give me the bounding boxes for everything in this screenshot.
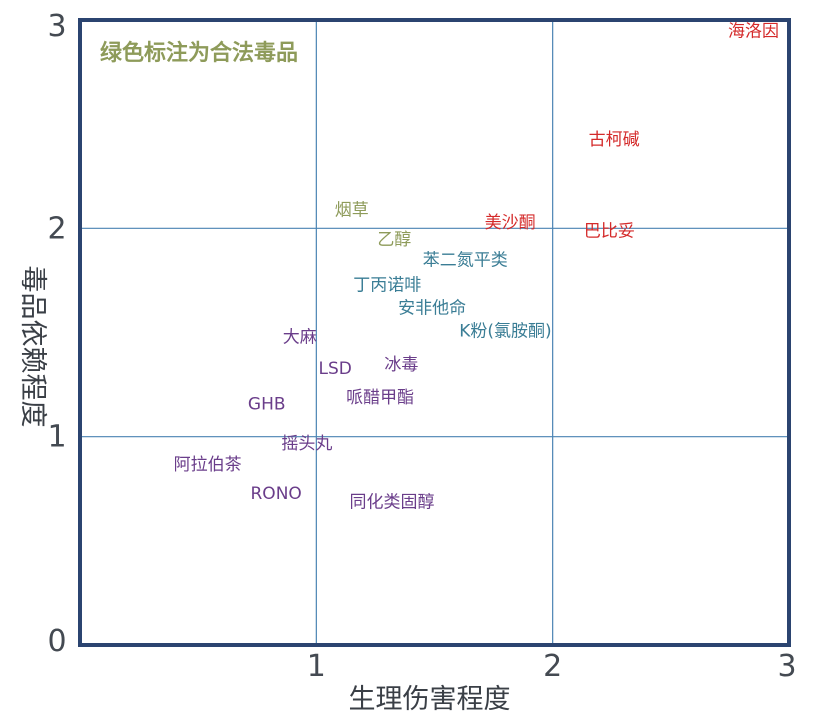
point-label-5: 乙醇 (377, 230, 411, 250)
grid-lines (80, 20, 789, 645)
x-axis-title: 生理伤害程度 (349, 684, 511, 715)
point-label-16: 阿拉伯茶 (174, 455, 242, 475)
point-label-7: 丁丙诺啡 (353, 276, 421, 296)
x-tick-labels: 1 2 3 (307, 649, 797, 684)
point-label-4: 烟草 (335, 201, 369, 221)
point-label-13: 哌醋甲酯 (346, 388, 414, 408)
point-label-12: LSD (319, 359, 352, 379)
point-label-18: 同化类固醇 (349, 492, 434, 512)
y-tick-label-2: 2 (47, 211, 66, 246)
point-label-1: 古柯碱 (589, 130, 640, 150)
point-label-8: 安非他命 (398, 299, 466, 319)
point-label-3: 美沙酮 (485, 213, 536, 233)
point-label-14: GHB (248, 394, 286, 414)
point-label-6: 苯二氮平类 (423, 251, 508, 271)
point-label-9: K粉(氯胺酮) (459, 321, 551, 341)
plot-frame (78, 18, 791, 647)
point-label-15: 摇头丸 (281, 434, 332, 454)
legal-drug-note: 绿色标注为合法毒品 (100, 40, 298, 66)
x-tick-label-2: 3 (777, 649, 796, 684)
point-label-17: RONO (251, 484, 302, 504)
x-tick-label-1: 2 (543, 649, 562, 684)
point-label-10: 大麻 (283, 328, 317, 348)
y-tick-labels: 0 1 2 3 (47, 9, 66, 659)
x-tick-label-0: 1 (307, 649, 326, 684)
point-label-2: 巴比妥 (584, 221, 635, 241)
y-tick-label-3: 3 (47, 9, 66, 44)
point-label-0: 海洛因 (728, 21, 779, 41)
y-axis-title: 毒品依赖程度 (17, 266, 48, 428)
y-tick-label-1: 1 (47, 420, 66, 455)
y-tick-label-0: 0 (47, 624, 66, 659)
point-label-11: 冰毒 (384, 355, 418, 375)
